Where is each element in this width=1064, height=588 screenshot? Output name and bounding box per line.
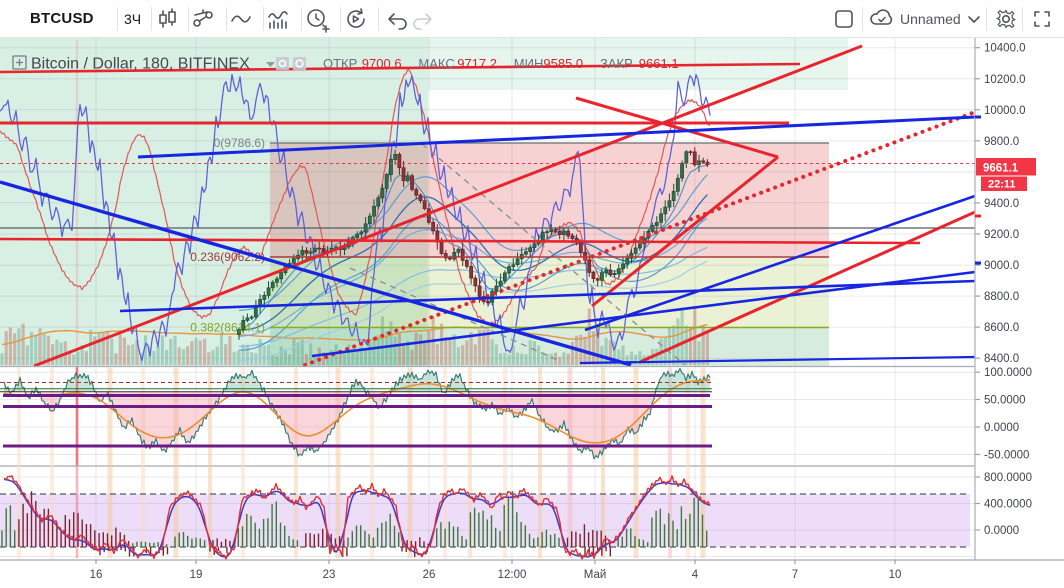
svg-text:400.0000: 400.0000 bbox=[984, 499, 1032, 511]
svg-text:ЗАКР: ЗАКР bbox=[600, 56, 633, 71]
svg-text:12:00: 12:00 bbox=[498, 569, 527, 581]
svg-text:9800.0: 9800.0 bbox=[984, 136, 1019, 148]
svg-text:0.0000: 0.0000 bbox=[984, 525, 1019, 537]
svg-text:19: 19 bbox=[190, 569, 203, 581]
svg-text:8600.0: 8600.0 bbox=[984, 322, 1019, 334]
svg-text:ОТКР: ОТКР bbox=[323, 56, 357, 71]
svg-text:10000.0: 10000.0 bbox=[984, 105, 1026, 117]
svg-text:0.382(8614.1): 0.382(8614.1) bbox=[190, 321, 265, 335]
svg-text:9661.1: 9661.1 bbox=[983, 163, 1019, 175]
svg-text:0.0000: 0.0000 bbox=[984, 422, 1019, 434]
svg-text:8800.0: 8800.0 bbox=[984, 291, 1019, 303]
svg-text:23: 23 bbox=[323, 569, 336, 581]
svg-text:9661.1: 9661.1 bbox=[639, 56, 679, 71]
svg-text:26: 26 bbox=[423, 569, 436, 581]
svg-text:-50.0000: -50.0000 bbox=[984, 450, 1029, 462]
svg-text:10: 10 bbox=[889, 569, 902, 581]
svg-text:9717.2: 9717.2 bbox=[457, 56, 497, 71]
svg-text:22:11: 22:11 bbox=[988, 179, 1016, 191]
svg-text:0(9786.6): 0(9786.6) bbox=[214, 136, 265, 150]
svg-text:9585.0: 9585.0 bbox=[543, 56, 583, 71]
svg-text:Май: Май bbox=[584, 569, 607, 581]
svg-text:7: 7 bbox=[792, 569, 798, 581]
svg-text:9400.0: 9400.0 bbox=[984, 198, 1019, 210]
svg-text:9200.0: 9200.0 bbox=[984, 229, 1019, 241]
svg-text:10400.0: 10400.0 bbox=[984, 43, 1026, 55]
svg-text:4: 4 bbox=[692, 569, 699, 581]
svg-text:9000.0: 9000.0 bbox=[984, 260, 1019, 272]
svg-text:МИН: МИН bbox=[514, 56, 544, 71]
svg-text:МАКС: МАКС bbox=[418, 56, 454, 71]
svg-text:10200.0: 10200.0 bbox=[984, 74, 1026, 86]
svg-text:100.0000: 100.0000 bbox=[984, 367, 1032, 379]
svg-text:9700.6: 9700.6 bbox=[362, 56, 402, 71]
svg-text:8400.0: 8400.0 bbox=[984, 353, 1019, 365]
svg-text:Bitcoin / Dollar, 180, BITFINE: Bitcoin / Dollar, 180, BITFINEX bbox=[31, 56, 250, 73]
svg-text:800.0000: 800.0000 bbox=[984, 472, 1032, 484]
svg-text:16: 16 bbox=[90, 569, 103, 581]
svg-text:50.0000: 50.0000 bbox=[984, 395, 1026, 407]
